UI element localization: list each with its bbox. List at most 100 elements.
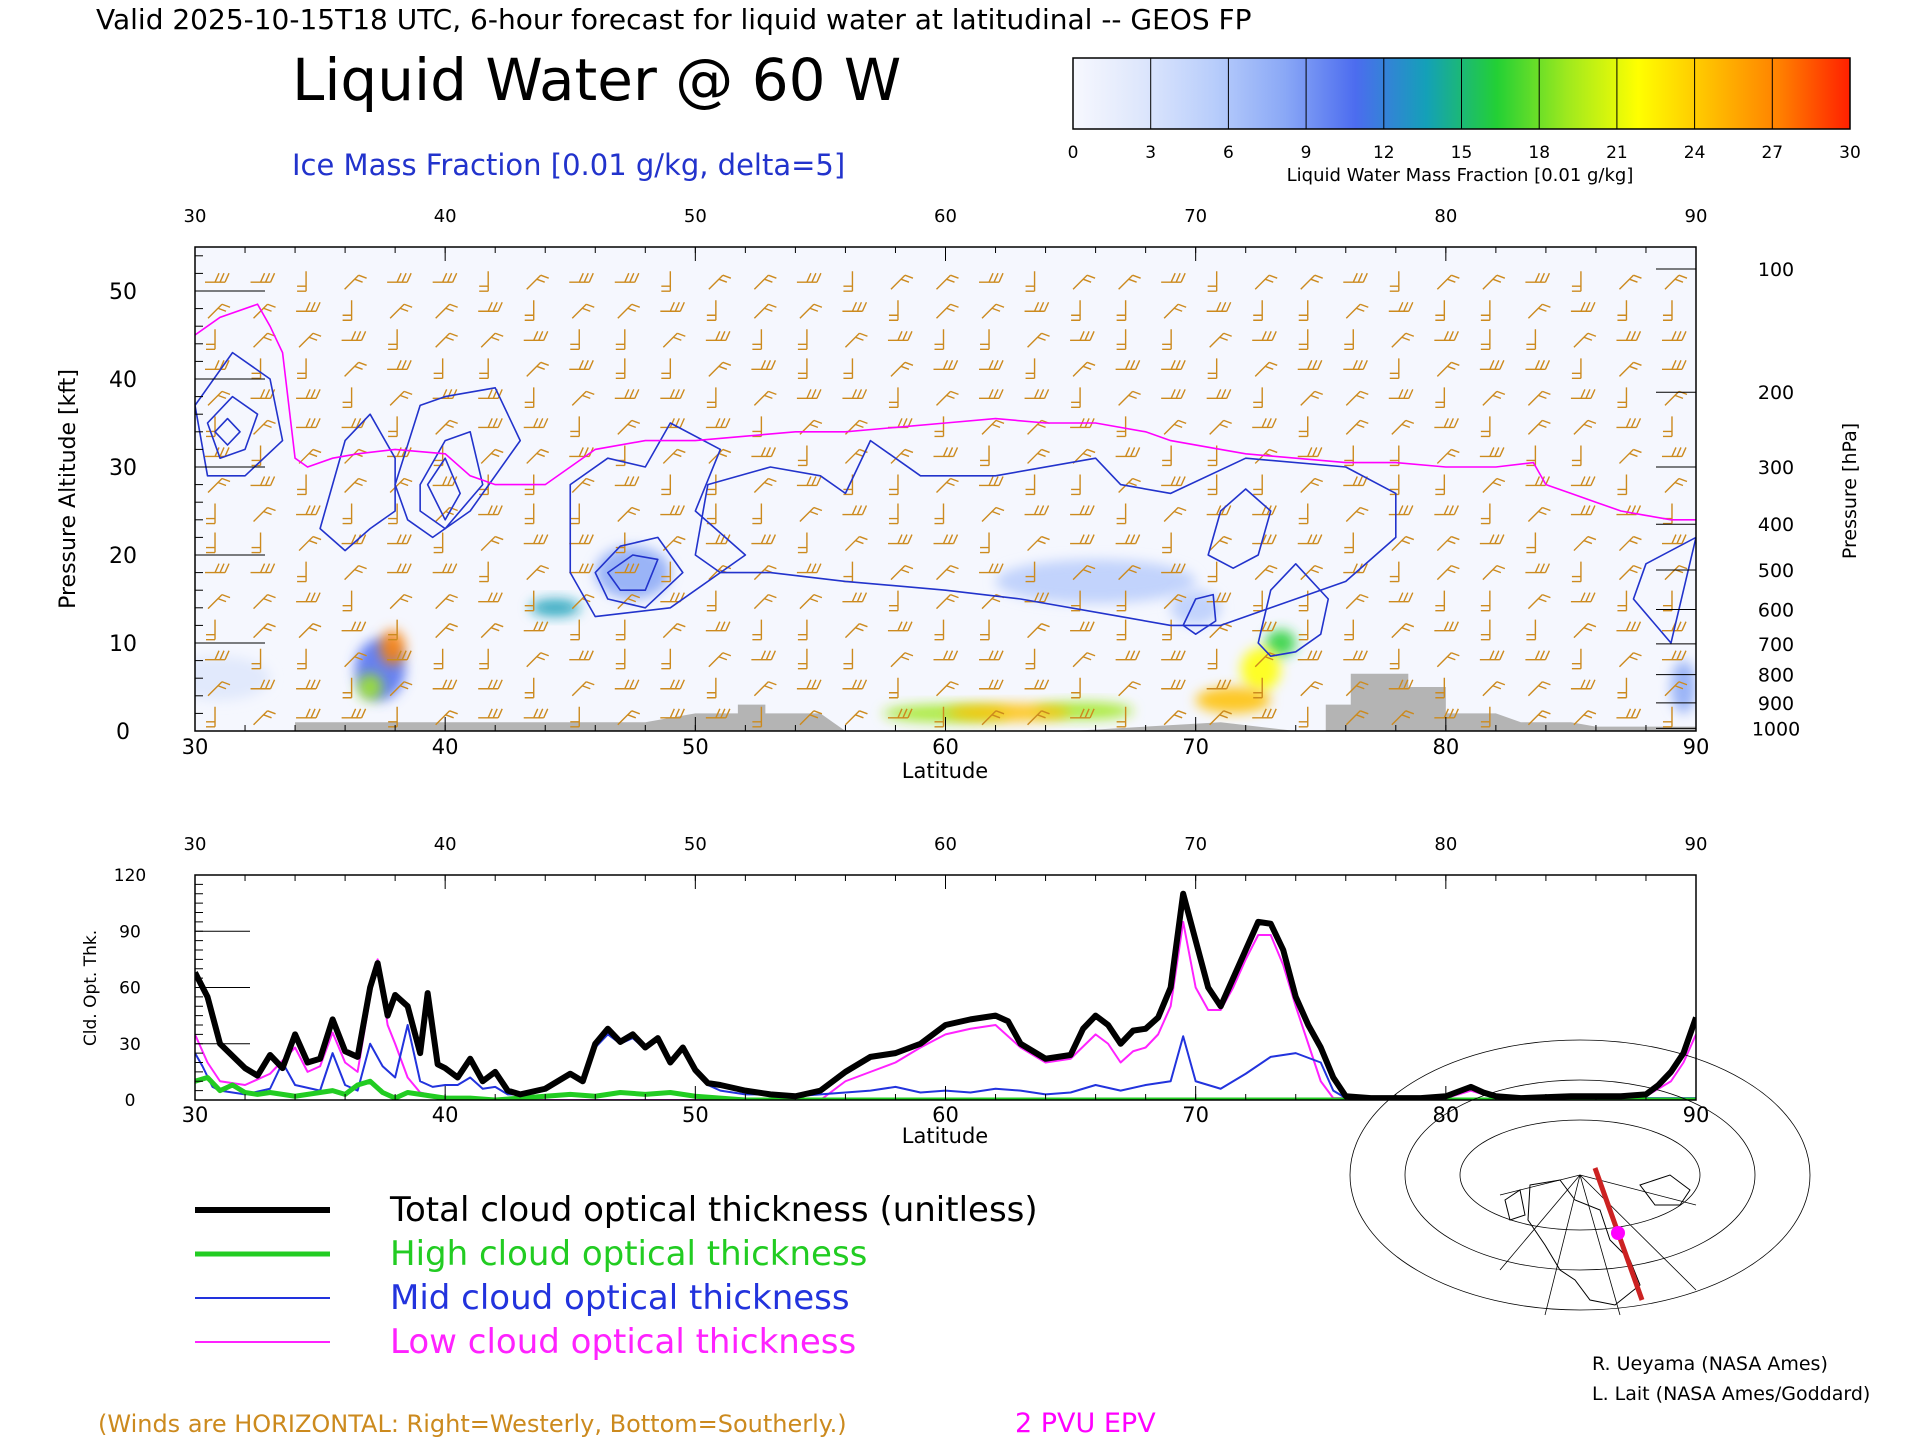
wind-barb [1209, 332, 1232, 348]
wind-barb [1025, 474, 1036, 496]
wind-barb [708, 361, 732, 377]
wind-barb [524, 590, 535, 612]
wind-barb [1070, 708, 1095, 719]
wind-barb [662, 448, 686, 464]
wind-barb [523, 534, 549, 545]
wind-barb [205, 563, 230, 574]
pressure-tick-label: 700 [1758, 634, 1794, 656]
wind-barb [1027, 623, 1050, 639]
wind-barb [1207, 648, 1218, 670]
y-tick-label: 0 [116, 720, 130, 745]
wind-barb [297, 561, 307, 583]
wind-barb [1024, 389, 1050, 400]
wind-barb [708, 274, 732, 290]
wind-barb [341, 534, 367, 545]
wind-barb [614, 389, 640, 400]
wind-barb [480, 448, 504, 464]
wind-barb [342, 677, 353, 699]
colorbar-ticks: 0 3 6 9 12 15 18 21 24 27 30 [1068, 58, 1861, 163]
colorbar-tick-label: 30 [1839, 143, 1861, 163]
map-landmass [1504, 1174, 1691, 1306]
wind-barb [526, 564, 549, 581]
wind-barb [753, 477, 777, 493]
wind-barb [934, 619, 945, 641]
wind-barb [1389, 271, 1400, 292]
wind-barb [1298, 300, 1309, 321]
wind-barb [888, 590, 899, 612]
x-tick-label-top: 90 [1685, 834, 1708, 855]
wind-barb [388, 619, 398, 641]
x-tick-label-top: 50 [684, 834, 707, 855]
wind-barb [1071, 300, 1081, 321]
wind-barb [797, 358, 808, 380]
x-tick-label: 50 [682, 735, 709, 759]
wind-barb [296, 505, 321, 516]
legend-label: Total cloud optical thickness (unitless) [389, 1190, 1038, 1230]
wind-barb [569, 534, 594, 545]
wind-barb [1345, 419, 1369, 435]
wind-barb [1298, 416, 1309, 438]
wind-barb [207, 681, 231, 697]
wind-barb [1071, 590, 1081, 612]
wind-barb [1163, 710, 1187, 726]
wind-barb [799, 710, 823, 726]
section-xlabel: Latitude [902, 759, 988, 783]
wind-barb [1209, 710, 1232, 726]
wind-barb [1435, 590, 1446, 612]
wind-barb [1482, 681, 1506, 697]
wind-barb [981, 710, 1005, 726]
wind-barb [297, 648, 307, 670]
wind-barb [569, 650, 594, 661]
wind-barb [887, 534, 913, 545]
wind-barb [1618, 274, 1642, 290]
x-tick-label-top: 30 [184, 206, 207, 227]
wind-barb [435, 623, 458, 639]
wind-barb [842, 389, 868, 400]
wind-barb [753, 681, 777, 697]
wind-barb [844, 535, 868, 552]
wind-barb [751, 650, 777, 661]
wind-barb [1436, 274, 1460, 290]
wind-barb [615, 358, 626, 380]
wind-barb [1661, 534, 1687, 545]
wind-barb [344, 652, 367, 668]
contour-caption: Ice Mass Fraction [0.01 g/kg, delta=5] [292, 148, 845, 182]
wind-barb [615, 532, 626, 554]
ice-contour [1182, 593, 1217, 636]
ice-contour [606, 554, 659, 592]
legend: Total cloud optical thickness (unitless)… [195, 1190, 1038, 1362]
wind-barb [478, 592, 503, 603]
colorbar-tick-label: 15 [1451, 143, 1473, 163]
wind-barb [1300, 274, 1323, 290]
wind-barb [298, 332, 322, 348]
wind-barb [1298, 503, 1309, 525]
wind-barb [933, 360, 959, 371]
wind-barb [933, 447, 959, 458]
x-tick-label: 70 [1182, 735, 1209, 759]
wind-barb [1436, 564, 1460, 581]
x-tick-label-top: 60 [934, 834, 957, 855]
wind-barb [1343, 272, 1368, 283]
x-tick-label: 40 [432, 735, 459, 759]
wind-barb [1526, 445, 1537, 467]
x-tick-label: 80 [1432, 1103, 1459, 1127]
wind-barb [1297, 534, 1323, 545]
wind-barb [1072, 274, 1096, 290]
x-tick-label: 50 [682, 1103, 709, 1127]
wind-barb [342, 503, 353, 525]
wind-barb [389, 477, 413, 493]
wind-barb [1300, 477, 1323, 493]
wind-barb [1573, 623, 1597, 639]
wind-barb [526, 448, 549, 464]
optical-series-line [195, 890, 1696, 1100]
wind-barb [888, 387, 899, 409]
wind-barb [1616, 621, 1642, 632]
wind-barb [614, 476, 640, 487]
wind-barb [1207, 271, 1218, 292]
wind-barb [435, 419, 458, 435]
wind-barb [1391, 535, 1415, 552]
wind-barb [478, 505, 503, 516]
wind-barb [936, 681, 959, 697]
x-tick-label: 60 [932, 1103, 959, 1127]
